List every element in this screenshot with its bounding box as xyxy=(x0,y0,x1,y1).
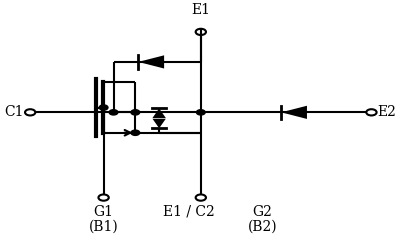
Text: G2: G2 xyxy=(252,205,272,219)
Polygon shape xyxy=(152,108,166,118)
Circle shape xyxy=(196,110,205,115)
Text: (B1): (B1) xyxy=(89,219,118,233)
Text: G1: G1 xyxy=(93,205,113,219)
Text: E2: E2 xyxy=(377,105,396,119)
Text: E1: E1 xyxy=(191,3,210,17)
Circle shape xyxy=(109,110,118,115)
Circle shape xyxy=(131,130,140,135)
Text: (B2): (B2) xyxy=(247,219,277,233)
Polygon shape xyxy=(138,55,164,68)
Polygon shape xyxy=(281,106,307,119)
Circle shape xyxy=(131,110,140,115)
Circle shape xyxy=(99,105,108,110)
Text: C1: C1 xyxy=(5,105,24,119)
Polygon shape xyxy=(152,119,166,128)
Text: E1 / C2: E1 / C2 xyxy=(163,205,215,219)
